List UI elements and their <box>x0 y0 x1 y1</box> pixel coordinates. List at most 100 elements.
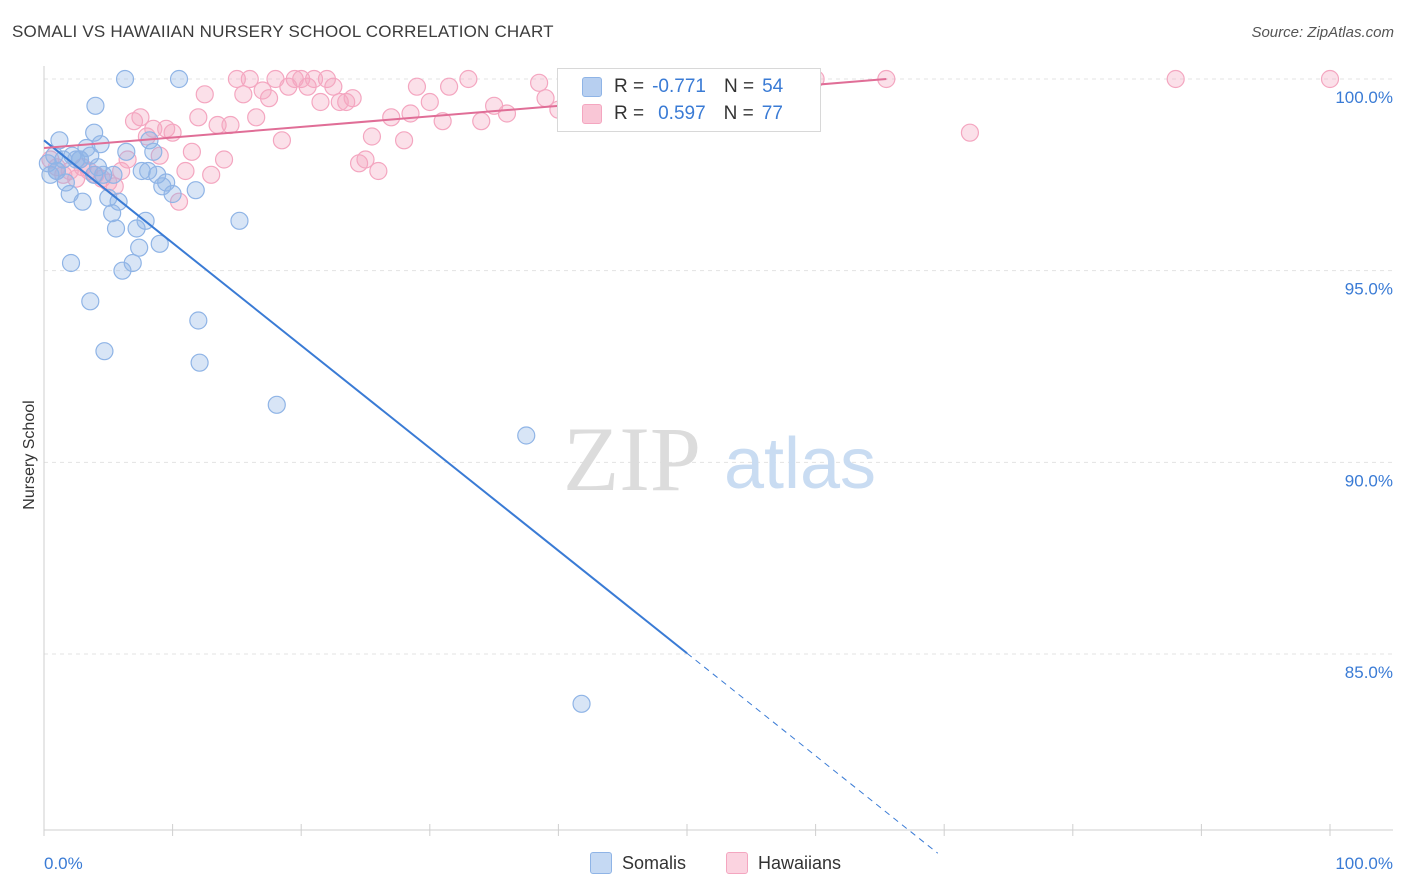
hawaiians-point <box>1320 69 1340 89</box>
hawaiians-point <box>407 77 427 96</box>
hawaiians-point <box>272 131 292 150</box>
hawaiians-point <box>382 108 401 127</box>
somalis-point <box>139 161 158 181</box>
y-tick-labels: 100.0% 95.0% 90.0% 85.0% <box>1335 88 1393 682</box>
r-value: -0.771 <box>652 76 706 97</box>
somalis-point <box>157 173 176 192</box>
n-value: 54 <box>762 76 784 97</box>
somalis-legend-swatch <box>590 852 612 874</box>
source-label: Source: ZipAtlas.com <box>1251 24 1394 41</box>
hawaiians-swatch <box>582 104 602 124</box>
hawaiians-point <box>214 150 234 169</box>
somalis-point <box>85 123 104 142</box>
hawaiians-point <box>234 85 253 104</box>
hawaiians-point <box>202 165 221 184</box>
data-points <box>38 69 1340 713</box>
hawaiians-point <box>356 150 375 169</box>
hawaiians-point <box>311 92 330 112</box>
hawaiians-point <box>420 92 439 112</box>
r-value: 0.597 <box>658 103 706 124</box>
y-tick-label: 100.0% <box>1335 88 1393 107</box>
somalis-point <box>95 342 114 361</box>
hawaiians-point <box>195 85 214 104</box>
somalis-point <box>106 219 126 238</box>
somalis-point <box>123 253 142 273</box>
somalis-point <box>86 96 105 115</box>
n-label: N = <box>723 76 755 97</box>
hawaiians-point <box>247 108 266 127</box>
n-label: N = <box>723 103 754 124</box>
hawaiians-point <box>369 161 388 181</box>
somalis-point <box>113 261 132 280</box>
somalis-legend-label: Somalis <box>622 852 687 873</box>
hawaiians-point <box>433 112 452 131</box>
stats-legend: R = -0.771 N = 54 R = 0.597 N = 77 <box>557 68 821 132</box>
somalis-point <box>189 311 208 330</box>
somalis-point <box>103 204 122 223</box>
legend-item-somalis[interactable]: Somalis <box>590 852 686 874</box>
grid-lines <box>44 78 1393 655</box>
somalis-point <box>267 395 286 414</box>
chart-title: SOMALI VS HAWAIIAN NURSERY SCHOOL CORREL… <box>12 22 554 41</box>
somalis-point <box>572 694 591 713</box>
hawaiians-point <box>497 104 517 123</box>
somalis-trend-extension <box>686 652 939 854</box>
hawaiians-point <box>459 69 478 89</box>
somalis-point <box>169 69 189 89</box>
legend-row-hawaiians: R = 0.597 N = 77 <box>582 101 783 127</box>
somalis-point <box>115 69 135 89</box>
watermark-atlas: atlas <box>724 424 876 504</box>
hawaiians-point <box>176 161 195 181</box>
hawaiians-point <box>362 127 382 146</box>
hawaiians-point <box>304 69 324 89</box>
somalis-point <box>144 142 163 161</box>
hawaiians-legend-swatch <box>726 852 748 874</box>
hawaiians-point <box>189 108 208 127</box>
hawaiians-point <box>324 77 343 96</box>
hawaiians-point <box>343 89 362 108</box>
somalis-trend-line <box>43 139 688 655</box>
somalis-point <box>104 165 123 184</box>
hawaiians-point <box>105 177 124 196</box>
hawaiians-point <box>394 131 414 150</box>
x-tick-label-left: 0.0% <box>44 854 83 873</box>
hawaiians-point <box>1166 69 1185 89</box>
somalis-point <box>130 238 149 257</box>
hawaiians-point <box>144 119 163 138</box>
r-label: R = <box>614 76 645 97</box>
somalis-point <box>73 192 92 211</box>
r-label: R = <box>614 103 645 124</box>
series-legend: Somalis Hawaiians <box>0 852 1406 876</box>
hawaiians-point <box>240 69 259 89</box>
somalis-point <box>230 211 249 230</box>
watermark-zip: ZIP <box>563 408 701 510</box>
somalis-point <box>81 292 100 311</box>
hawaiians-point <box>182 142 201 161</box>
hawaiians-point <box>221 115 240 135</box>
somalis-point <box>517 426 536 445</box>
somalis-point <box>186 181 205 200</box>
somalis-point <box>163 184 182 204</box>
hawaiians-point <box>439 77 459 96</box>
axes <box>43 66 1393 836</box>
legend-item-hawaiians[interactable]: Hawaiians <box>726 852 841 874</box>
hawaiians-point <box>131 108 150 127</box>
hawaiians-point <box>472 112 491 131</box>
somalis-point <box>47 161 66 181</box>
somalis-swatch <box>582 77 602 97</box>
somalis-point <box>50 131 69 150</box>
somalis-point <box>150 234 169 253</box>
hawaiians-legend-label: Hawaiians <box>758 852 842 873</box>
n-value: 77 <box>761 103 783 124</box>
y-tick-label: 85.0% <box>1345 663 1393 682</box>
somalis-point <box>117 142 136 161</box>
x-tick-label-right: 100.0% <box>1335 854 1393 873</box>
hawaiians-point <box>960 123 980 142</box>
hawaiians-point <box>259 89 279 108</box>
hawaiians-point <box>530 73 549 92</box>
y-tick-label: 90.0% <box>1345 471 1393 490</box>
hawaiians-point <box>227 69 246 89</box>
y-tick-label: 95.0% <box>1345 280 1393 299</box>
somalis-point <box>190 353 209 372</box>
